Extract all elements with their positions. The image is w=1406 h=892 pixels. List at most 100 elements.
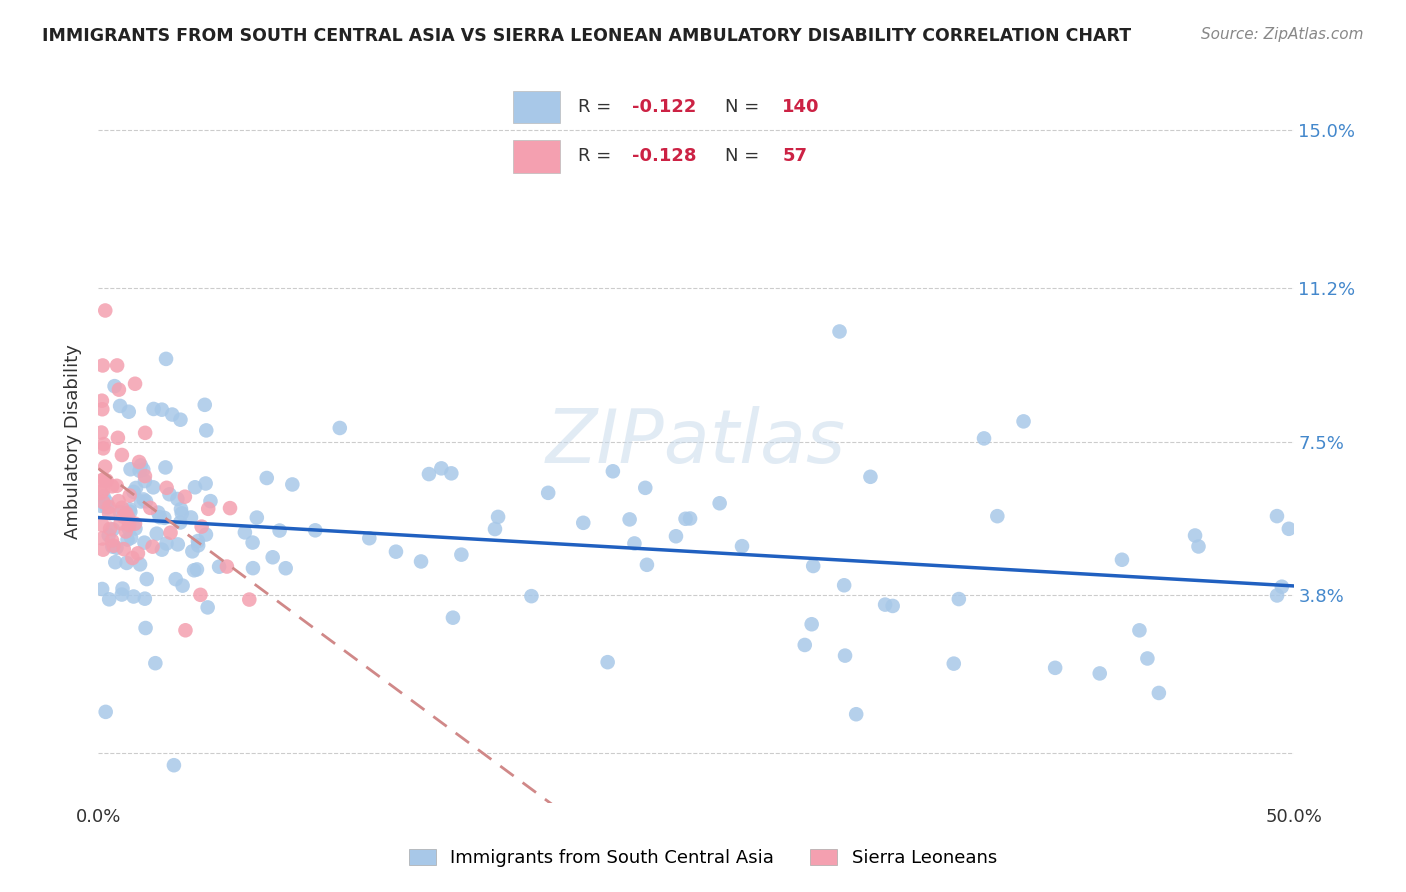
Point: [112, 509, 135, 524]
Point: [159, 525, 181, 540]
Point: [105, 479, 128, 493]
Point: [118, 405, 141, 419]
Point: [115, 506, 138, 520]
Point: [828, 325, 851, 339]
Point: [169, 516, 191, 530]
Point: [832, 578, 855, 592]
Point: [596, 655, 619, 669]
Point: [1184, 528, 1206, 542]
Point: [948, 592, 970, 607]
Point: [665, 529, 688, 543]
Point: [187, 534, 209, 549]
Point: [197, 501, 219, 516]
Point: [484, 522, 506, 536]
Point: [125, 481, 148, 495]
Point: [97, 500, 120, 514]
Point: [124, 376, 146, 391]
Point: [170, 507, 193, 521]
Point: [155, 460, 177, 475]
Point: [134, 535, 156, 549]
Point: [134, 474, 156, 488]
Point: [190, 519, 212, 533]
Point: [107, 494, 129, 508]
Point: [329, 421, 352, 435]
Point: [679, 511, 702, 525]
Point: [155, 351, 177, 366]
Point: [1271, 580, 1294, 594]
Point: [134, 591, 156, 606]
Point: [93, 495, 115, 509]
Point: [418, 467, 440, 481]
Point: [91, 359, 114, 373]
Point: [98, 522, 121, 536]
Point: [385, 544, 408, 558]
Point: [195, 424, 218, 438]
Point: [942, 657, 965, 671]
Point: [709, 496, 731, 510]
Point: [194, 398, 217, 412]
Point: [636, 558, 658, 572]
Point: [120, 531, 142, 545]
Point: [121, 551, 143, 566]
Point: [1012, 414, 1035, 428]
Point: [101, 533, 124, 548]
Point: [94, 705, 117, 719]
Point: [520, 589, 543, 603]
Point: [153, 511, 176, 525]
Point: [973, 431, 995, 445]
Point: [441, 610, 464, 624]
Point: [165, 572, 187, 586]
Point: [246, 510, 269, 524]
Point: [117, 510, 139, 524]
Point: [91, 582, 114, 596]
Point: [108, 383, 131, 397]
Point: [430, 461, 453, 475]
Point: [537, 486, 560, 500]
Text: N =: N =: [725, 147, 765, 165]
Point: [242, 561, 264, 575]
Point: [793, 638, 815, 652]
Point: [129, 558, 152, 572]
Point: [1147, 686, 1170, 700]
Point: [122, 484, 145, 499]
Point: [450, 548, 472, 562]
Point: [233, 525, 256, 540]
Point: [274, 561, 297, 575]
Point: [93, 490, 115, 504]
Point: [101, 479, 124, 493]
Text: ZIPatlas: ZIPatlas: [546, 406, 846, 477]
Point: [91, 542, 114, 557]
Point: [127, 546, 149, 560]
Point: [215, 559, 238, 574]
Point: [190, 588, 212, 602]
Point: [118, 522, 141, 536]
Point: [486, 509, 509, 524]
Point: [172, 579, 194, 593]
Point: [142, 480, 165, 494]
Point: [834, 648, 856, 663]
Point: [120, 462, 142, 476]
Point: [111, 448, 134, 462]
Point: [134, 469, 156, 483]
Point: [118, 518, 141, 533]
Point: [256, 471, 278, 485]
Point: [98, 592, 121, 607]
Point: [94, 303, 117, 318]
Point: [91, 518, 114, 533]
Point: [129, 458, 152, 473]
Point: [194, 527, 217, 541]
Point: [91, 483, 114, 498]
Point: [219, 501, 242, 516]
Point: [108, 505, 131, 519]
Y-axis label: Ambulatory Disability: Ambulatory Disability: [65, 344, 83, 539]
Point: [1111, 553, 1133, 567]
FancyBboxPatch shape: [513, 140, 560, 173]
Point: [91, 473, 114, 487]
Text: -0.122: -0.122: [631, 98, 696, 116]
Text: R =: R =: [578, 98, 617, 116]
Point: [183, 563, 205, 577]
Point: [135, 572, 157, 586]
Point: [110, 516, 132, 531]
Point: [111, 500, 134, 515]
Point: [108, 399, 131, 413]
